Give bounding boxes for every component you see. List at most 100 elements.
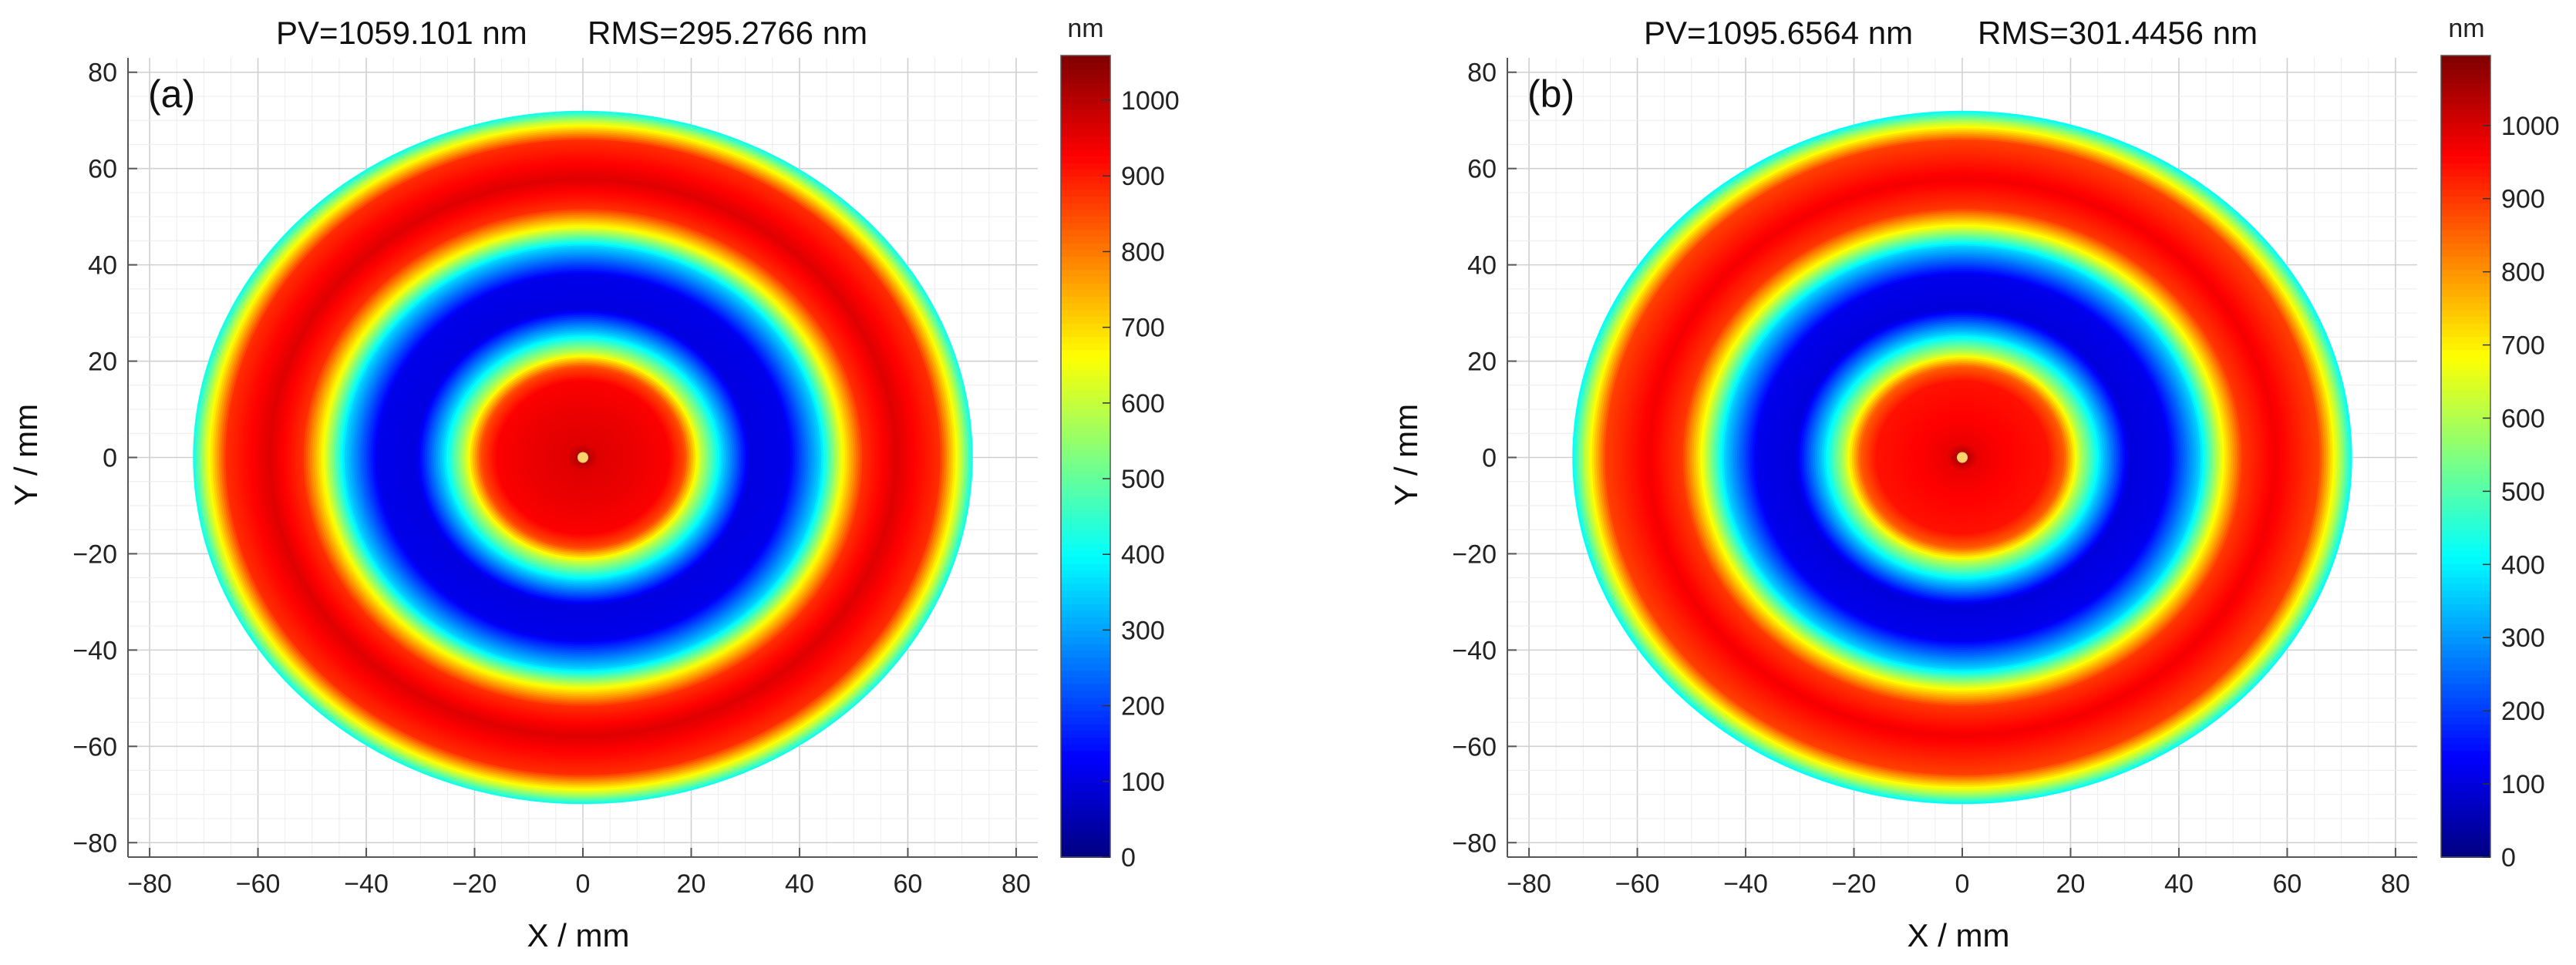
colorbar-segment — [2441, 309, 2490, 317]
colorbar-segment — [1061, 650, 1110, 657]
colorbar-segment — [2441, 249, 2490, 257]
colorbar-segment — [2441, 396, 2490, 404]
colorbar-segment — [1061, 256, 1110, 264]
colorbar-segment — [1061, 302, 1110, 311]
colorbar-tick-label: 800 — [2501, 258, 2545, 287]
colorbar-segment — [2441, 242, 2490, 250]
title-rms: RMS=301.4456 nm — [1978, 15, 2258, 51]
colorbar-segment — [2441, 790, 2490, 798]
colorbar-segment — [1061, 189, 1110, 197]
colorbar-segment — [1061, 262, 1110, 271]
panel-a: PV=1059.101 nm RMS=295.2766 nm −80 −60 −40… — [8, 14, 1180, 953]
colorbar-segment — [1061, 209, 1110, 217]
axes: −80 −60 −40 −20 0 20 40 60 80 −80 −60 −40 −20 0 20 40 60… — [72, 58, 1038, 899]
colorbar-segment — [2441, 536, 2490, 544]
colorbar-segment — [2441, 296, 2490, 304]
x-tick-label: 80 — [1002, 869, 1031, 899]
colorbar-segment — [2441, 102, 2490, 110]
colorbar-segment — [1061, 102, 1110, 110]
x-tick-label: −40 — [344, 869, 389, 899]
heatmap-surface — [193, 110, 973, 805]
y-tick-label: −20 — [72, 540, 117, 569]
colorbar-segment — [2441, 142, 2490, 150]
colorbar-segment — [1061, 550, 1110, 557]
x-tick-label: 60 — [2273, 869, 2302, 899]
colorbar-segment — [2441, 730, 2490, 738]
colorbar-segment — [2441, 469, 2490, 477]
colorbar-segment — [1061, 523, 1110, 531]
colorbar-segment — [2441, 216, 2490, 224]
colorbar-segment — [2441, 683, 2490, 691]
colorbar-segment — [1061, 356, 1110, 364]
colorbar-segment — [1061, 416, 1110, 424]
colorbar-segment — [1061, 543, 1110, 551]
colorbar-segment — [1061, 296, 1110, 304]
colorbar-segment — [2441, 149, 2490, 156]
colorbar-segment — [1061, 282, 1110, 291]
colorbar-segment — [2441, 509, 2490, 517]
colorbar-segment — [1061, 683, 1110, 691]
colorbar-segment — [2441, 269, 2490, 277]
colorbar-segment — [2441, 743, 2490, 751]
colorbar-frame — [2440, 55, 2491, 858]
colorbar-segment — [1061, 476, 1110, 484]
colorbar-segment — [1061, 382, 1110, 391]
colorbar-segment — [1061, 670, 1110, 678]
colorbar-segment — [2441, 570, 2490, 577]
colorbar-segment — [1061, 489, 1110, 497]
colorbar-segment — [2441, 349, 2490, 357]
colorbar-segment — [2441, 489, 2490, 497]
colorbar-segment — [2441, 369, 2490, 377]
colorbar-tick-label: 500 — [1121, 465, 1165, 494]
y-tick-label: 60 — [1467, 155, 1497, 184]
colorbar-segment — [1061, 369, 1110, 377]
colorbar-segment — [2441, 650, 2490, 657]
colorbar-tick-label: 1000 — [1121, 86, 1180, 116]
colorbar-tick-label: 700 — [2501, 331, 2545, 361]
y-tick-label: 40 — [88, 251, 117, 281]
y-tick-label: −60 — [72, 732, 117, 762]
y-tick-label: −60 — [1452, 732, 1497, 762]
y-tick-label: 40 — [1467, 251, 1497, 281]
colorbar-segment — [1061, 843, 1110, 852]
colorbar-segment — [1061, 850, 1110, 858]
colorbar-segment — [2441, 376, 2490, 384]
colorbar-segment — [2441, 563, 2490, 571]
colorbar-segment — [2441, 610, 2490, 617]
colorbar-segment — [2441, 316, 2490, 324]
colorbar-segment — [2441, 677, 2490, 684]
colorbar-tick-label: 800 — [1121, 237, 1165, 267]
colorbar-segment — [1061, 449, 1110, 457]
colorbar-segment — [1061, 577, 1110, 584]
colorbar-segment — [1061, 149, 1110, 156]
x-tick-label: 80 — [2381, 869, 2410, 899]
colorbar-segment — [1061, 116, 1110, 123]
colorbar-segment — [2441, 182, 2490, 190]
heatmap-surface — [1572, 110, 2352, 805]
x-tick-label: 20 — [677, 869, 706, 899]
colorbar-segment — [1061, 216, 1110, 224]
colorbar-segment — [1061, 677, 1110, 684]
colorbar-segment — [1061, 162, 1110, 170]
colorbar-segment — [2441, 583, 2490, 591]
y-tick-label: 0 — [103, 444, 117, 473]
colorbar-segment — [1061, 530, 1110, 537]
y-tick-label: 20 — [88, 348, 117, 377]
colorbar-segment — [2441, 169, 2490, 177]
colorbar-segment — [2441, 643, 2490, 651]
colorbar-segment — [2441, 723, 2490, 731]
colorbar-tick-label: 100 — [2501, 770, 2545, 799]
colorbar-segment — [2441, 189, 2490, 197]
colorbar-segment — [1061, 409, 1110, 417]
colorbar-segment — [1061, 229, 1110, 237]
colorbar-segment — [1061, 603, 1110, 611]
colorbar-segment — [1061, 436, 1110, 444]
colorbar-segment — [1061, 797, 1110, 805]
colorbar-segment — [1061, 723, 1110, 731]
y-tick-label: 0 — [1482, 444, 1497, 473]
colorbar-segment — [1061, 202, 1110, 210]
colorbar-segment — [1061, 242, 1110, 250]
colorbar-tick-label: 900 — [1121, 162, 1165, 191]
colorbar-segment — [1061, 663, 1110, 671]
colorbar-segment — [2441, 89, 2490, 96]
